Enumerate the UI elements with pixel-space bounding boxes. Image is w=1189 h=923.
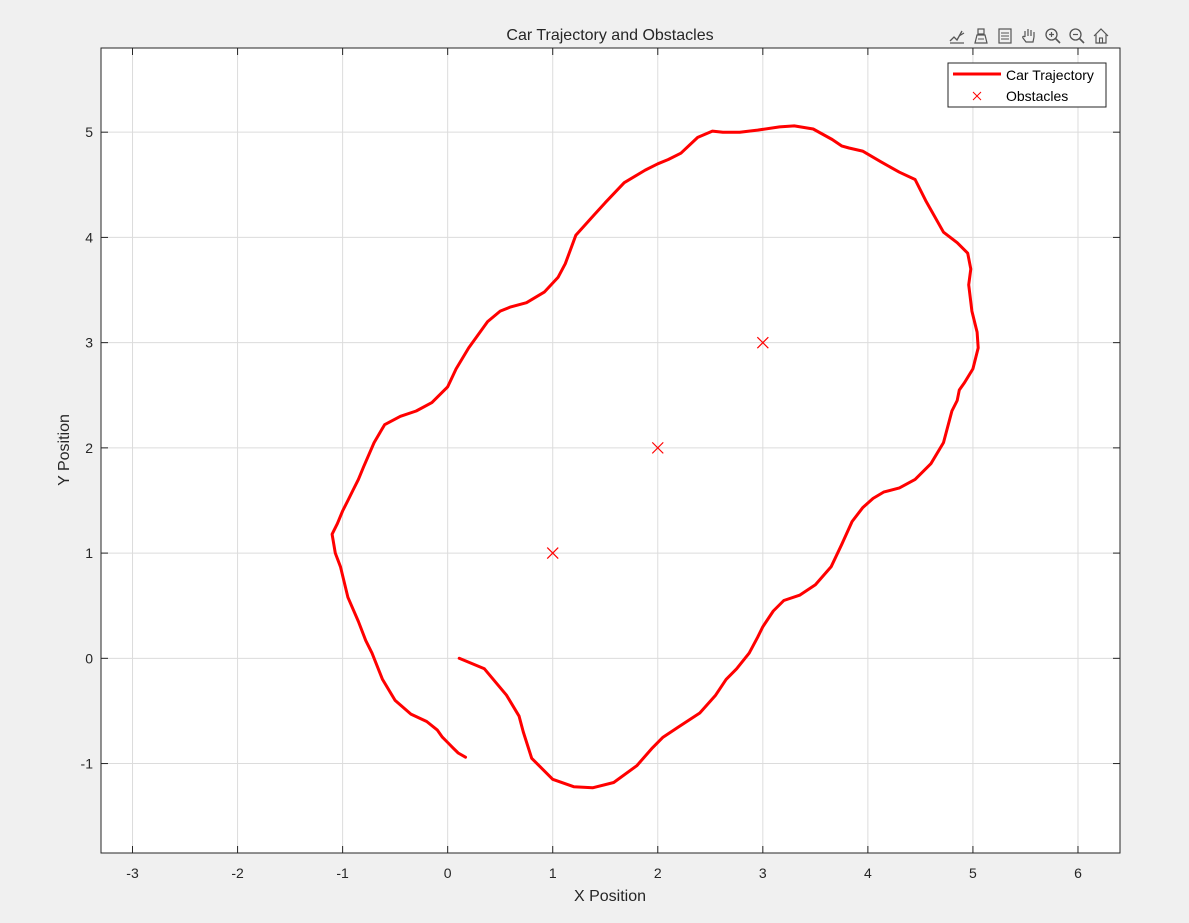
legend-trajectory-label: Car Trajectory <box>1006 67 1094 83</box>
x-tick-label: -3 <box>126 865 139 881</box>
y-axis-label: Y Position <box>56 414 73 486</box>
y-tick-label: 5 <box>85 124 93 140</box>
legend-obstacle-swatch <box>972 91 982 101</box>
ticks: -3 -2 -1 0 1 2 3 4 5 6 -1 0 1 2 3 4 5 <box>81 48 1120 881</box>
brush-edit-icon[interactable] <box>946 25 968 47</box>
axes-toolbar <box>946 24 1112 48</box>
zoom-in-icon[interactable] <box>1042 25 1064 47</box>
zoom-out-icon[interactable] <box>1066 25 1088 47</box>
plot-area <box>101 48 1120 853</box>
x-axis-label: X Position <box>574 888 646 905</box>
legend[interactable]: Car Trajectory Obstacles <box>947 62 1107 108</box>
legend-obstacles-label: Obstacles <box>1006 88 1068 104</box>
legend-toggle-icon[interactable] <box>994 25 1016 47</box>
home-restore-icon[interactable] <box>1090 25 1112 47</box>
y-tick-label: 1 <box>85 545 93 561</box>
y-tick-label: 0 <box>85 650 93 666</box>
x-tick-label: 0 <box>444 865 452 881</box>
series-layer <box>330 124 980 790</box>
trajectory-line <box>330 124 980 790</box>
pan-hand-icon[interactable] <box>1018 25 1040 47</box>
chart-title: Car Trajectory and Obstacles <box>506 27 713 44</box>
y-tick-label: 3 <box>85 335 93 351</box>
data-tips-icon[interactable] <box>970 25 992 47</box>
y-tick-label: 4 <box>85 229 93 245</box>
x-tick-label: 1 <box>549 865 557 881</box>
obstacle-marker <box>651 441 664 454</box>
x-tick-label: 6 <box>1074 865 1082 881</box>
axes-box <box>100 47 1121 854</box>
legend-box <box>947 62 1107 108</box>
x-tick-label: 5 <box>969 865 977 881</box>
obstacle-marker <box>546 547 559 560</box>
x-tick-label: 3 <box>759 865 767 881</box>
y-tick-label: -1 <box>81 756 94 772</box>
x-tick-label: -2 <box>231 865 244 881</box>
x-tick-label: 2 <box>654 865 662 881</box>
x-tick-label: 4 <box>864 865 872 881</box>
y-tick-label: 2 <box>85 440 93 456</box>
obstacle-marker <box>756 336 769 349</box>
x-tick-label: -1 <box>336 865 349 881</box>
grid <box>101 48 1120 853</box>
